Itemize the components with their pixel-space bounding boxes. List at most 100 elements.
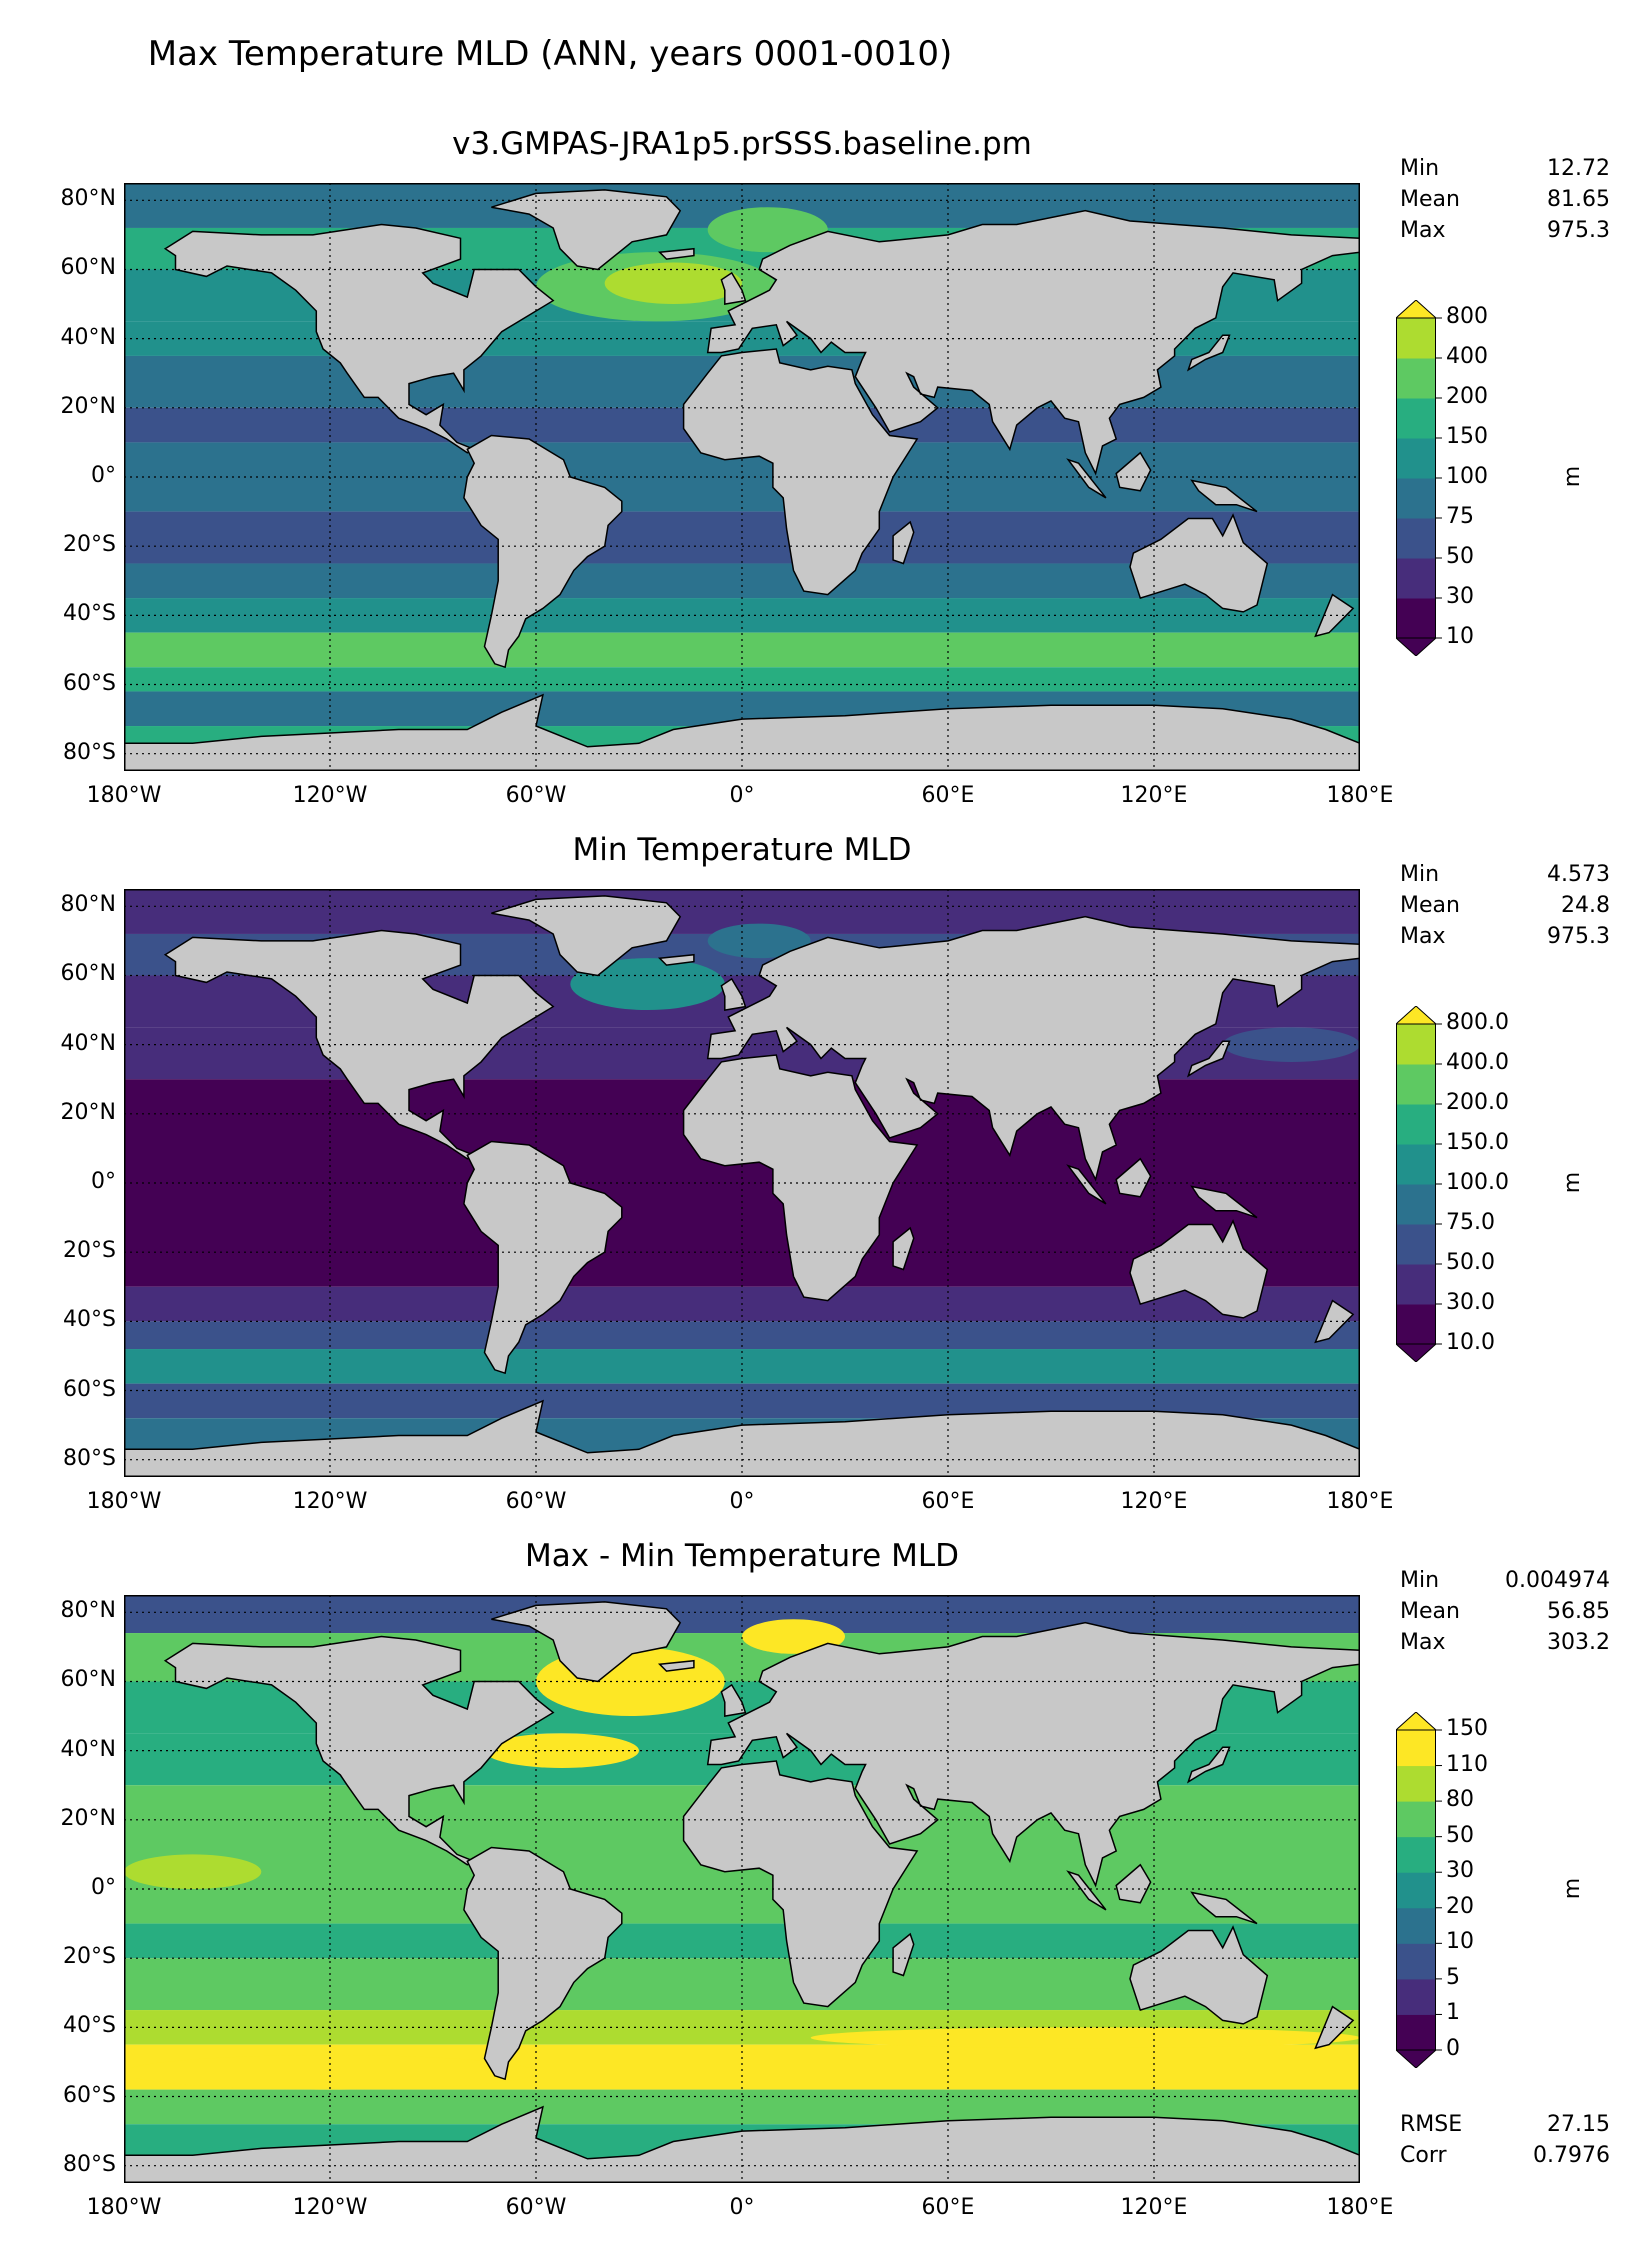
colorbar-level-label: 150 bbox=[1446, 424, 1488, 449]
lon-tick-label: 120°E bbox=[1120, 1489, 1188, 1514]
stat-value: 975.3 bbox=[1547, 218, 1610, 243]
lat-tick-label: 20°S bbox=[63, 1238, 116, 1264]
land-antarctica bbox=[124, 693, 1360, 771]
lon-tick-label: 180°E bbox=[1326, 1489, 1394, 1514]
stat-value: 27.15 bbox=[1547, 2112, 1610, 2137]
land-japan bbox=[1186, 1746, 1231, 1784]
colorbar-segment bbox=[1396, 1184, 1436, 1225]
colorbar-level-label: 200.0 bbox=[1446, 1090, 1509, 1115]
stat-value: 4.573 bbox=[1547, 862, 1610, 887]
colorbar-extend-min bbox=[1394, 2049, 1438, 2069]
land-new-zealand bbox=[1314, 593, 1355, 638]
lon-tick-label: 120°W bbox=[292, 1489, 368, 1514]
stat-value: 975.3 bbox=[1547, 924, 1610, 949]
lon-tick-label: 0° bbox=[729, 1489, 755, 1514]
stat-row: Min 0.004974 bbox=[1400, 1565, 1610, 1596]
map-frame bbox=[124, 1595, 1360, 2183]
ocean-feature bbox=[742, 1619, 845, 1654]
stat-row: Mean 24.8 bbox=[1400, 890, 1610, 921]
stat-label: Min bbox=[1400, 862, 1440, 887]
colorbar-segment bbox=[1396, 358, 1436, 399]
colorbar-level-label: 50 bbox=[1446, 1822, 1474, 1848]
land-south-america bbox=[463, 1140, 623, 1375]
colorbar-segment bbox=[1396, 318, 1436, 359]
colorbar-level-label: 5 bbox=[1446, 1964, 1460, 1990]
colorbar-segment bbox=[1396, 1836, 1436, 1873]
colorbar-segment bbox=[1396, 1024, 1436, 1065]
colorbar-level-label: 150 bbox=[1446, 1716, 1488, 1741]
stat-row: Mean 81.65 bbox=[1400, 184, 1610, 215]
colorbar-segment bbox=[1396, 518, 1436, 559]
ocean-feature bbox=[604, 262, 742, 305]
ocean-feature bbox=[707, 923, 811, 959]
lon-tick-label: 180°W bbox=[86, 1489, 162, 1514]
colorbar-segment bbox=[1396, 1144, 1436, 1185]
colorbar-level-label: 20 bbox=[1446, 1893, 1474, 1919]
colorbar-level-label: 100 bbox=[1446, 464, 1488, 489]
colorbar-level-label: 200 bbox=[1446, 384, 1488, 409]
lat-tick-label: 80°S bbox=[63, 1445, 116, 1471]
land-sumatra bbox=[1066, 1870, 1107, 1911]
land-japan bbox=[1186, 334, 1231, 372]
stat-row: Mean 56.85 bbox=[1400, 1596, 1610, 1627]
land-madagascar bbox=[892, 1226, 915, 1271]
colorbar-segment bbox=[1396, 1730, 1436, 1767]
land-south-america bbox=[463, 434, 623, 669]
land-eurasia bbox=[706, 915, 1360, 1182]
map-frame bbox=[124, 889, 1360, 1477]
colorbar-frame bbox=[1396, 1023, 1436, 1345]
lat-tick-label: 0° bbox=[91, 1169, 116, 1194]
land-new-zealand bbox=[1314, 2005, 1355, 2050]
panel-title-2: Min Temperature MLD bbox=[572, 832, 912, 868]
lat-tick-label: 40°S bbox=[63, 601, 116, 627]
lat-tick-label: 80°N bbox=[60, 1598, 116, 1624]
land-australia bbox=[1129, 1925, 1269, 2025]
ocean-feature bbox=[124, 1854, 262, 1889]
stat-label: Mean bbox=[1400, 1599, 1460, 1624]
colorbar-level-label: 80 bbox=[1446, 1787, 1474, 1813]
stat-value: 0.004974 bbox=[1505, 1568, 1610, 1593]
colorbar-segment bbox=[1396, 1224, 1436, 1265]
stat-value: 303.2 bbox=[1547, 1630, 1610, 1655]
stat-row: RMSE 27.15 bbox=[1400, 2109, 1610, 2140]
lon-tick-label: 180°E bbox=[1326, 783, 1394, 808]
land-antarctica bbox=[124, 1399, 1360, 1477]
colorbar-segment bbox=[1396, 398, 1436, 439]
panel-title-3: Max - Min Temperature MLD bbox=[525, 1538, 959, 1574]
colorbar-level-label: 400.0 bbox=[1446, 1050, 1509, 1075]
lat-tick-label: 60°S bbox=[63, 1376, 116, 1402]
colorbar-level-label: 110 bbox=[1446, 1751, 1488, 1777]
ocean-feature bbox=[570, 958, 725, 1011]
colorbar-level-label: 75 bbox=[1446, 504, 1474, 529]
lat-tick-label: 40°N bbox=[60, 1736, 116, 1762]
stat-value: 12.72 bbox=[1547, 156, 1610, 181]
colorbar-segment bbox=[1396, 1304, 1436, 1345]
colorbar-unit-label: m bbox=[1560, 1877, 1586, 1900]
colorbar-level-label: 800.0 bbox=[1446, 1010, 1509, 1035]
lat-tick-label: 80°S bbox=[63, 739, 116, 765]
stat-value: 56.85 bbox=[1547, 1599, 1610, 1624]
colorbar-level-label: 30.0 bbox=[1446, 1290, 1495, 1315]
stat-label: Max bbox=[1400, 218, 1446, 243]
lon-tick-label: 60°W bbox=[505, 783, 567, 808]
colorbar-segment bbox=[1396, 598, 1436, 639]
colorbar-segment bbox=[1396, 2014, 1436, 2051]
land-iceland bbox=[657, 953, 695, 966]
lat-tick-label: 20°S bbox=[63, 532, 116, 558]
stat-label: Corr bbox=[1400, 2143, 1447, 2168]
stat-value: 24.8 bbox=[1561, 893, 1610, 918]
land-borneo bbox=[1115, 451, 1152, 492]
land-greenland bbox=[491, 895, 682, 977]
colorbar-segment bbox=[1396, 478, 1436, 519]
land-australia bbox=[1129, 1219, 1269, 1319]
lat-tick-label: 40°S bbox=[63, 1307, 116, 1333]
colorbar-level-label: 10 bbox=[1446, 1929, 1474, 1955]
stats-box-2: Min 4.573 Mean 24.8 Max 975.3 bbox=[1400, 859, 1610, 952]
land-africa bbox=[682, 1760, 919, 2008]
land-borneo bbox=[1115, 1863, 1152, 1904]
stat-row: Corr 0.7976 bbox=[1400, 2140, 1610, 2171]
ocean-band bbox=[124, 1349, 1360, 1384]
lon-tick-label: 0° bbox=[729, 2195, 755, 2220]
colorbar-level-label: 50.0 bbox=[1446, 1250, 1495, 1275]
lon-tick-label: 0° bbox=[729, 783, 755, 808]
